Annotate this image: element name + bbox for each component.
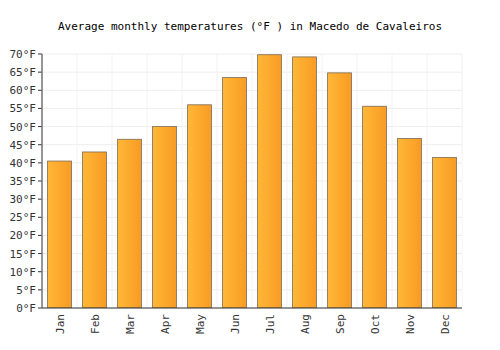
x-tick-label: Jun [229, 314, 242, 334]
y-tick [38, 54, 42, 55]
grid-line-vertical [357, 54, 358, 308]
grid-line-vertical [252, 54, 253, 308]
grid-line-vertical [462, 54, 463, 308]
y-tick [38, 253, 42, 254]
grid-line-vertical [217, 54, 218, 308]
x-tick-label: Jan [54, 314, 67, 334]
x-axis [42, 308, 462, 309]
y-tick-label: 15°F [10, 248, 37, 261]
x-tick-label: Sep [334, 314, 347, 334]
y-tick [38, 90, 42, 91]
y-tick [38, 217, 42, 218]
y-tick-label: 5°F [16, 284, 36, 297]
x-tick-label: Oct [369, 314, 382, 334]
y-tick-label: 25°F [10, 211, 37, 224]
y-tick [38, 289, 42, 290]
grid-line-vertical [77, 54, 78, 308]
bar [188, 105, 212, 308]
y-axis [42, 54, 43, 308]
y-tick [38, 144, 42, 145]
y-tick [38, 271, 42, 272]
bar [48, 161, 72, 308]
bar [223, 78, 247, 308]
y-tick-label: 45°F [10, 139, 37, 152]
x-tick-label: Feb [89, 314, 102, 334]
y-tick-label: 20°F [10, 229, 37, 242]
y-tick-label: 35°F [10, 175, 37, 188]
y-tick-label: 50°F [10, 121, 37, 134]
y-tick [38, 235, 42, 236]
title: Average monthly temperatures (°F ) in Ma… [58, 20, 442, 33]
grid-line-vertical [322, 54, 323, 308]
y-tick-label: 70°F [10, 48, 37, 61]
y-tick-label: 10°F [10, 266, 37, 279]
y-tick [38, 162, 42, 163]
y-tick-label: 30°F [10, 193, 37, 206]
grid-line-vertical [427, 54, 428, 308]
chart-svg: Average monthly temperatures (°F ) in Ma… [0, 0, 500, 350]
x-tick-label: Aug [299, 314, 312, 334]
y-tick-label: 60°F [10, 84, 37, 97]
bar [398, 139, 422, 308]
bar [153, 127, 177, 308]
grid-line-vertical [112, 54, 113, 308]
chart-container: Average monthly temperatures (°F ) in Ma… [0, 0, 500, 350]
y-tick-label: 65°F [10, 66, 37, 79]
bar [258, 55, 282, 308]
grid-line-vertical [287, 54, 288, 308]
x-tick-label: Nov [404, 314, 417, 334]
grid-line-vertical [147, 54, 148, 308]
y-tick-label: 40°F [10, 157, 37, 170]
bar [433, 157, 457, 308]
grid-line-vertical [182, 54, 183, 308]
grid-line-vertical [392, 54, 393, 308]
y-tick-label: 0°F [16, 302, 36, 315]
x-tick-label: Mar [124, 314, 137, 334]
y-tick-label: 55°F [10, 102, 37, 115]
bar [83, 152, 107, 308]
bar [118, 139, 142, 308]
bar [363, 106, 387, 308]
grid-line-vertical [42, 54, 43, 308]
y-tick [38, 181, 42, 182]
bars [48, 55, 457, 308]
y-tick [38, 108, 42, 109]
y-tick [38, 199, 42, 200]
y-tick [38, 308, 42, 309]
y-tick [38, 126, 42, 127]
bar [328, 73, 352, 308]
grid-line [42, 308, 462, 309]
x-tick-label: Apr [159, 314, 172, 334]
x-tick-label: Jul [264, 314, 277, 334]
x-tick-label: Dec [439, 314, 452, 334]
y-tick [38, 72, 42, 73]
bar [293, 57, 317, 308]
x-tick-label: May [194, 314, 207, 334]
